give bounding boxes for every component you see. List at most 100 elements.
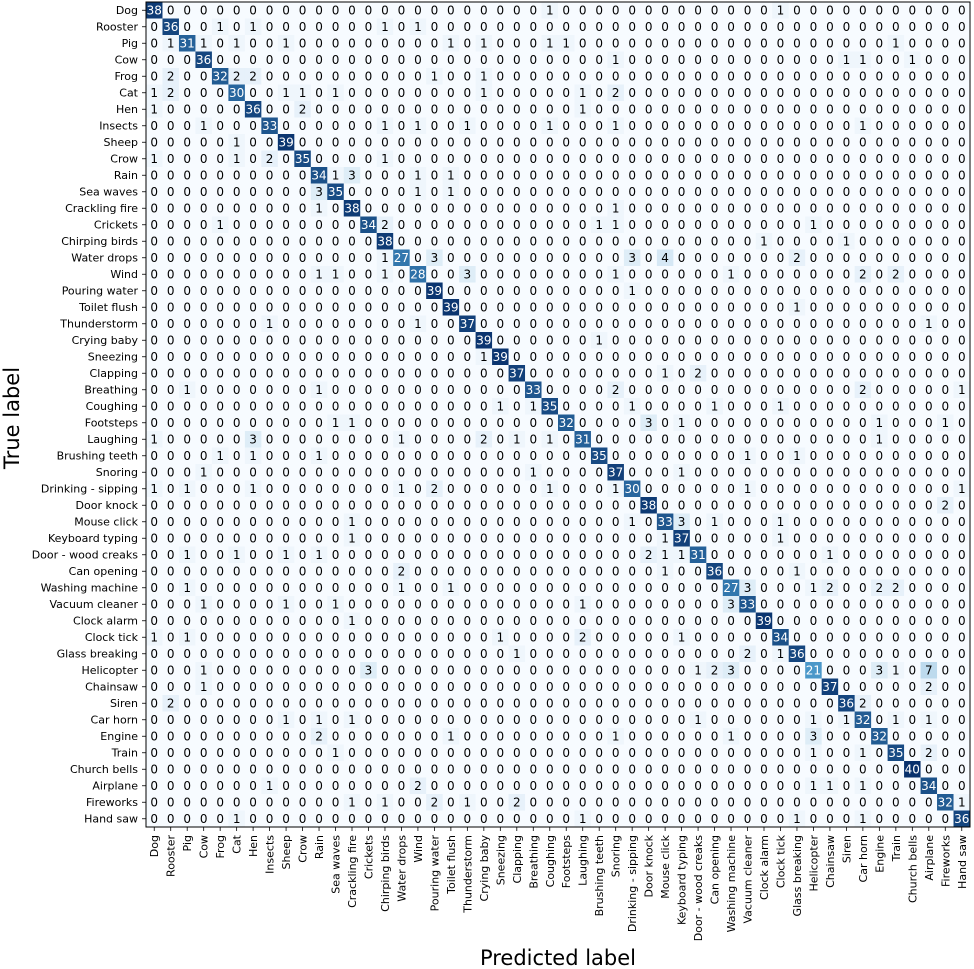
heatmap-cell xyxy=(178,18,196,36)
cell-value: 0 xyxy=(365,367,373,381)
cell-value: 0 xyxy=(398,812,406,826)
cell-value: 0 xyxy=(431,202,439,216)
cell-value: 1 xyxy=(414,317,422,331)
cell-value: 0 xyxy=(299,367,307,381)
cell-value: 0 xyxy=(793,20,801,34)
cell-value: 0 xyxy=(266,350,274,364)
cell-value: 0 xyxy=(431,103,439,117)
cell-value: 0 xyxy=(892,86,900,100)
cell-value: 0 xyxy=(348,581,356,595)
cell-value: 0 xyxy=(958,169,966,183)
cell-value: 1 xyxy=(216,449,224,463)
cell-value: 0 xyxy=(381,598,389,612)
cell-value: 1 xyxy=(183,581,191,595)
cell-value: 0 xyxy=(480,152,488,166)
cell-value: 0 xyxy=(546,202,554,216)
cell-value: 0 xyxy=(150,119,158,133)
cell-value: 1 xyxy=(661,565,669,579)
cell-value: 0 xyxy=(810,433,818,447)
cell-value: 0 xyxy=(744,565,752,579)
cell-value: 0 xyxy=(414,218,422,232)
cell-value: 0 xyxy=(546,647,554,661)
cell-value: 1 xyxy=(496,400,504,414)
cell-value: 0 xyxy=(661,268,669,282)
cell-value: 0 xyxy=(628,697,636,711)
cell-value: 0 xyxy=(315,70,323,84)
cell-value: 0 xyxy=(661,631,669,645)
cell-value: 0 xyxy=(398,680,406,694)
cell-value: 1 xyxy=(678,548,686,562)
cell-value: 2 xyxy=(233,70,241,84)
cell-value: 0 xyxy=(876,284,884,298)
cell-value: 0 xyxy=(365,466,373,480)
cell-value: 0 xyxy=(562,301,570,315)
cell-value: 0 xyxy=(843,565,851,579)
cell-value: 37 xyxy=(822,680,837,694)
cell-value: 0 xyxy=(381,499,389,513)
cell-value: 0 xyxy=(150,202,158,216)
cell-value: 0 xyxy=(282,433,290,447)
cell-value: 1 xyxy=(843,235,851,249)
heatmap-cell xyxy=(442,2,460,19)
cell-value: 1 xyxy=(529,466,537,480)
cell-value: 1 xyxy=(200,598,208,612)
cell-value: 0 xyxy=(612,713,620,727)
cell-value: 0 xyxy=(941,350,949,364)
heatmap-cell xyxy=(146,35,163,52)
cell-value: 0 xyxy=(431,532,439,546)
cell-value: 0 xyxy=(496,284,504,298)
cell-value: 1 xyxy=(843,713,851,727)
cell-value: 1 xyxy=(216,20,224,34)
cell-value: 0 xyxy=(908,119,916,133)
cell-value: 0 xyxy=(908,482,916,496)
cell-value: 0 xyxy=(645,37,653,51)
cell-value: 39 xyxy=(278,136,293,150)
cell-value: 0 xyxy=(480,317,488,331)
cell-value: 0 xyxy=(826,334,834,348)
cell-value: 0 xyxy=(332,581,340,595)
cell-value: 0 xyxy=(958,532,966,546)
cell-value: 0 xyxy=(464,614,472,628)
cell-value: 0 xyxy=(579,334,587,348)
heatmap-cell xyxy=(327,18,345,36)
cell-value: 0 xyxy=(876,4,884,18)
cell-value: 0 xyxy=(183,746,191,760)
cell-value: 0 xyxy=(876,136,884,150)
cell-value: 1 xyxy=(661,367,669,381)
cell-value: 0 xyxy=(249,268,257,282)
cell-value: 0 xyxy=(661,383,669,397)
cell-value: 0 xyxy=(661,70,669,84)
cell-value: 0 xyxy=(249,37,257,51)
cell-value: 0 xyxy=(744,779,752,793)
cell-value: 0 xyxy=(414,680,422,694)
cell-value: 0 xyxy=(348,218,356,232)
cell-value: 0 xyxy=(529,433,537,447)
cell-value: 0 xyxy=(529,185,537,199)
cell-value: 0 xyxy=(711,169,719,183)
cell-value: 0 xyxy=(562,499,570,513)
cell-value: 0 xyxy=(183,664,191,678)
cell-value: 0 xyxy=(562,812,570,826)
cell-value: 0 xyxy=(282,334,290,348)
cell-value: 0 xyxy=(398,152,406,166)
cell-value: 3 xyxy=(876,664,884,678)
cell-value: 0 xyxy=(760,284,768,298)
cell-value: 0 xyxy=(579,680,587,694)
cell-value: 0 xyxy=(843,400,851,414)
cell-value: 0 xyxy=(529,548,537,562)
heatmap-cell xyxy=(541,18,559,36)
cell-value: 0 xyxy=(892,565,900,579)
cell-value: 1 xyxy=(892,713,900,727)
cell-value: 0 xyxy=(513,53,521,67)
cell-value: 0 xyxy=(562,400,570,414)
cell-value: 0 xyxy=(167,350,175,364)
cell-value: 0 xyxy=(876,152,884,166)
cell-value: 0 xyxy=(496,334,504,348)
cell-value: 0 xyxy=(496,103,504,117)
cell-value: 0 xyxy=(892,548,900,562)
cell-value: 0 xyxy=(694,433,702,447)
cell-value: 0 xyxy=(777,86,785,100)
cell-value: 1 xyxy=(612,482,620,496)
heatmap-cell xyxy=(228,2,246,19)
